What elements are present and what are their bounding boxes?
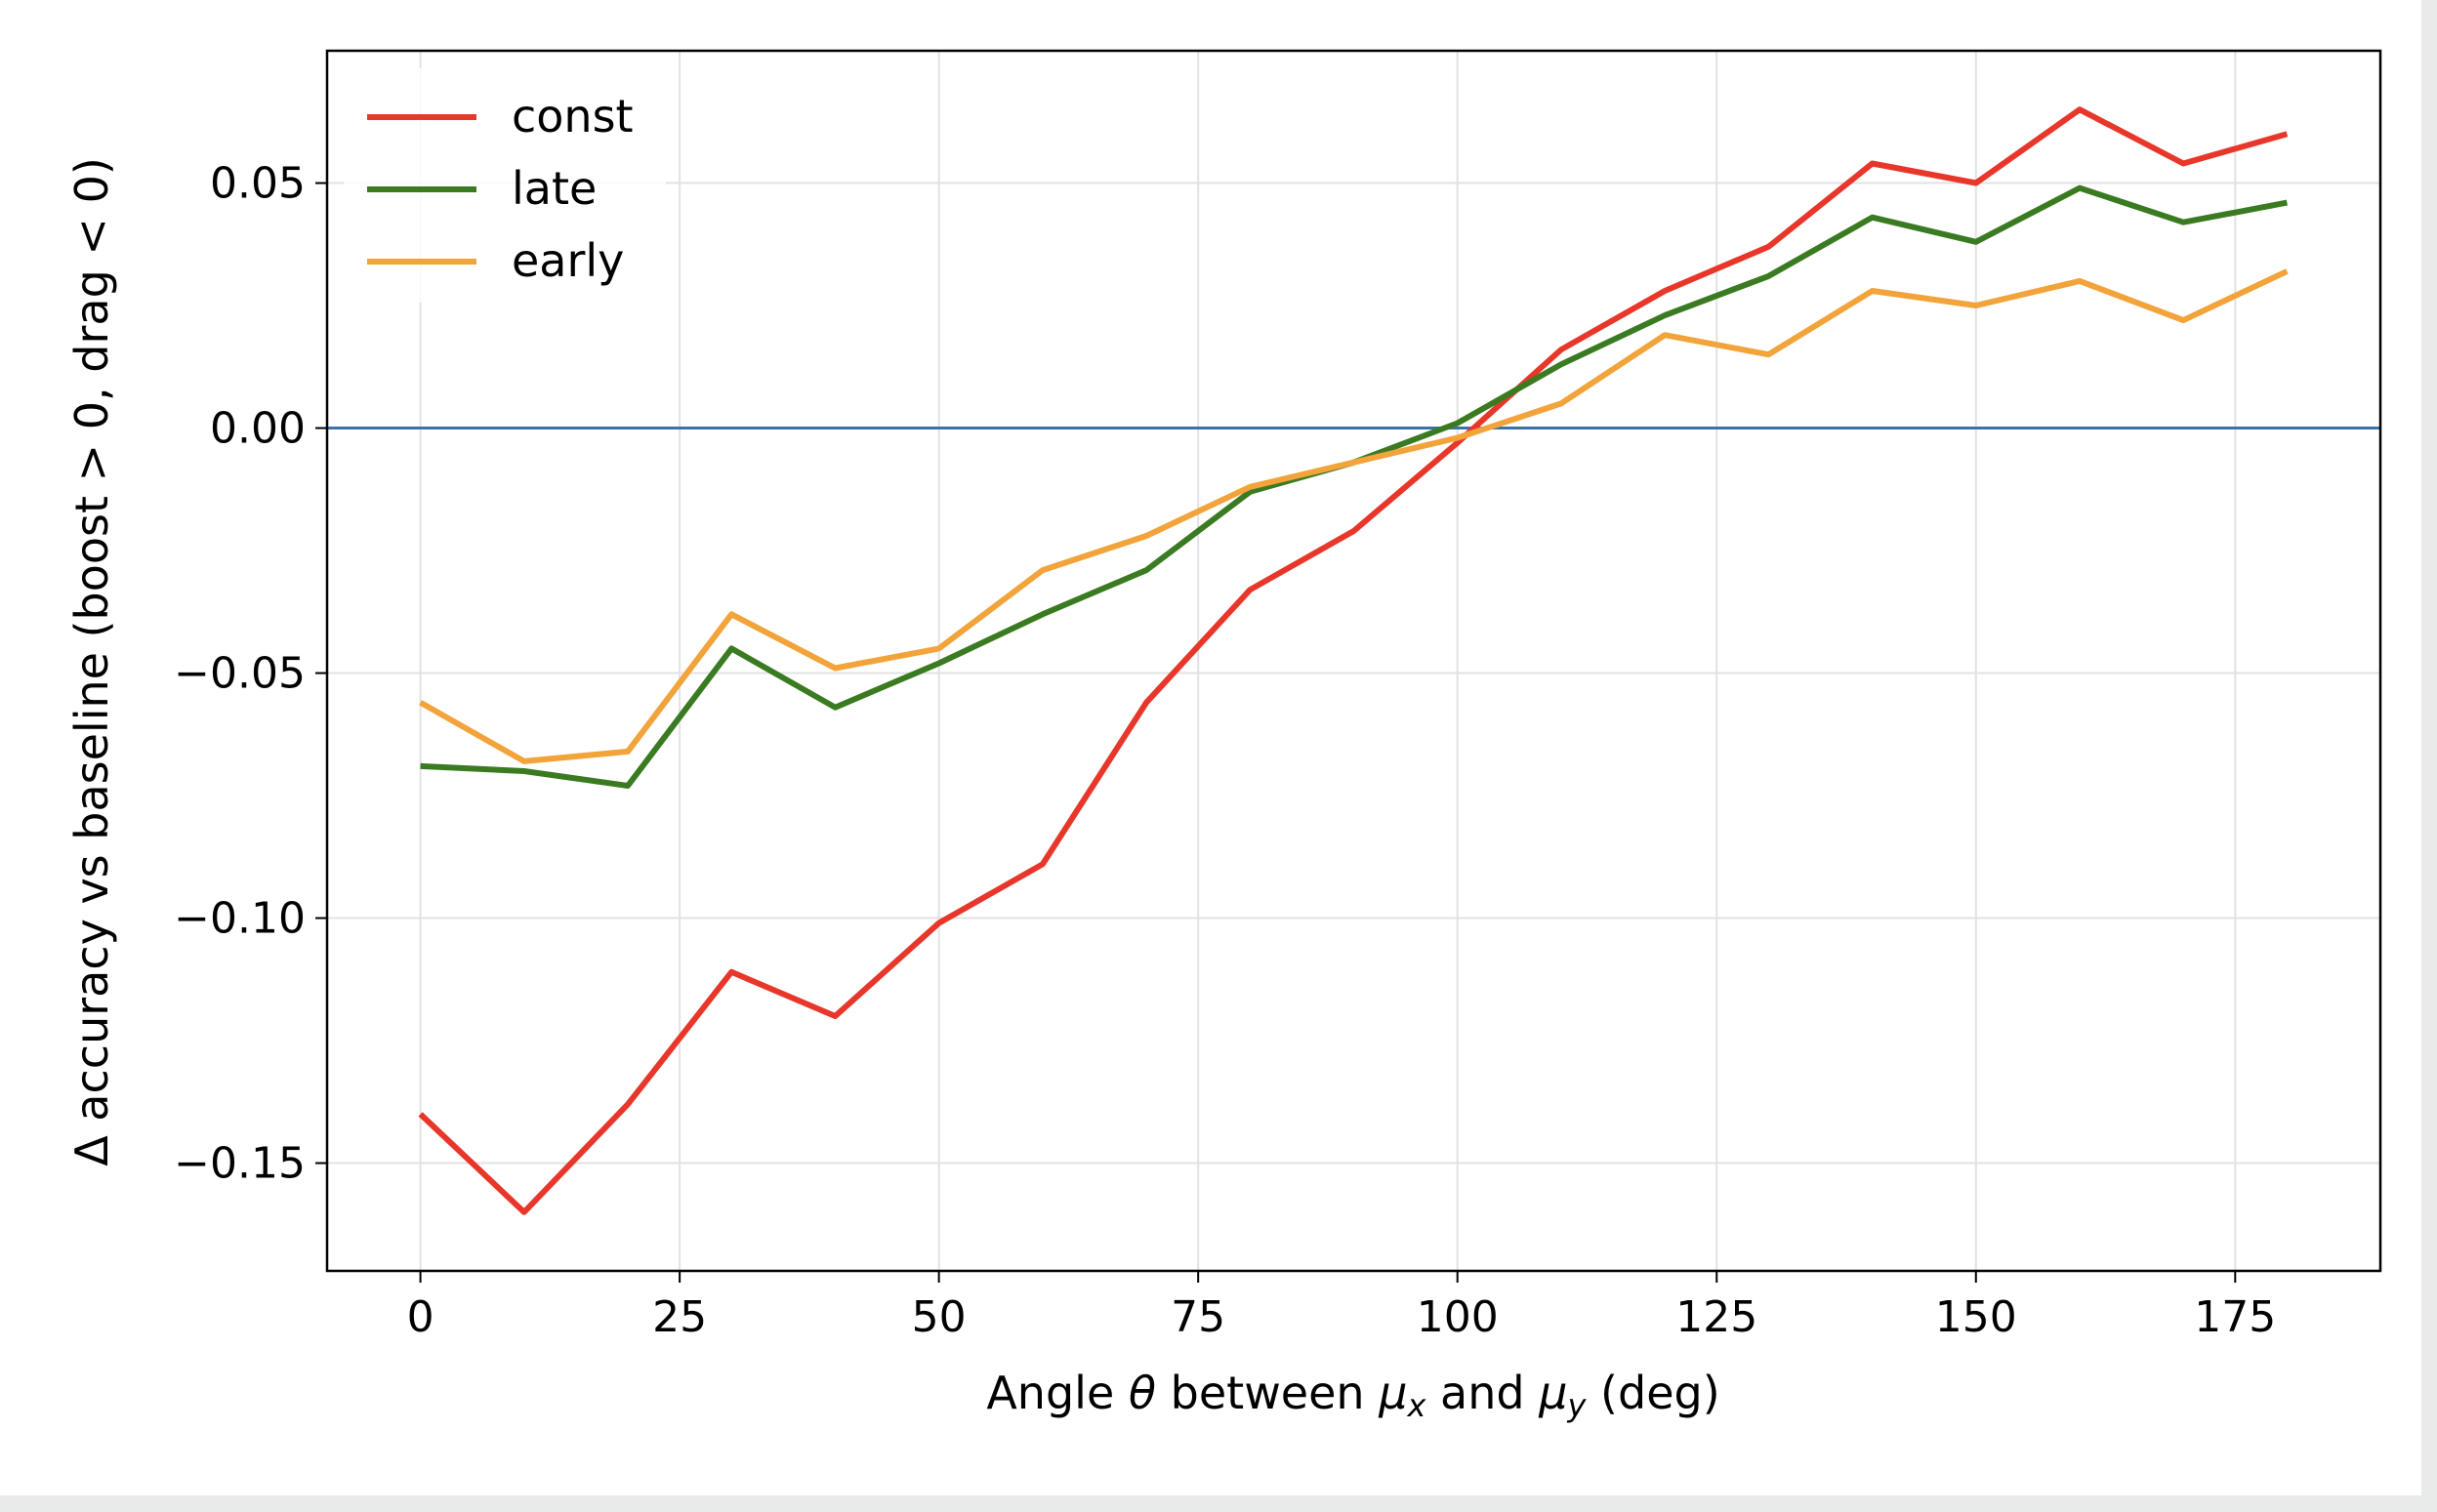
- series-lines: [418, 106, 2289, 1215]
- series-line-early: [419, 268, 2289, 764]
- legend-label-const: const: [512, 90, 634, 143]
- y-tick-label: 0.05: [210, 159, 306, 209]
- x-tick-label: 50: [912, 1292, 967, 1342]
- x-tick-label: 0: [407, 1292, 434, 1342]
- y-tick-label: −0.05: [174, 649, 306, 699]
- x-tick-label: 75: [1171, 1292, 1225, 1342]
- plot-frame: [325, 49, 2382, 1273]
- y-tick-label: −0.15: [174, 1139, 306, 1189]
- y-tick-label: −0.10: [174, 894, 306, 944]
- legend: const late early: [344, 68, 666, 303]
- x-tick-label: 175: [2194, 1292, 2276, 1342]
- x-tick-label: 125: [1675, 1292, 1757, 1342]
- legend-label-early: early: [512, 234, 624, 287]
- x-tick-label: 150: [1935, 1292, 2017, 1342]
- x-axis-label: Angle θ between μx and μy (deg): [986, 1367, 1719, 1424]
- y-axis-ticks: −0.15 −0.10 −0.05 0.00 0.05: [174, 159, 327, 1189]
- y-tick-label: 0.00: [210, 404, 306, 454]
- x-axis-ticks: 0 25 50 75 100 125 150 175: [407, 1271, 2276, 1342]
- y-axis-label: Δ accuracy vs baseline (boost > 0, drag …: [65, 157, 118, 1166]
- legend-label-late: late: [512, 162, 597, 215]
- x-tick-label: 100: [1417, 1292, 1499, 1342]
- x-tick-label: 25: [652, 1292, 707, 1342]
- series-line-const: [418, 106, 2289, 1215]
